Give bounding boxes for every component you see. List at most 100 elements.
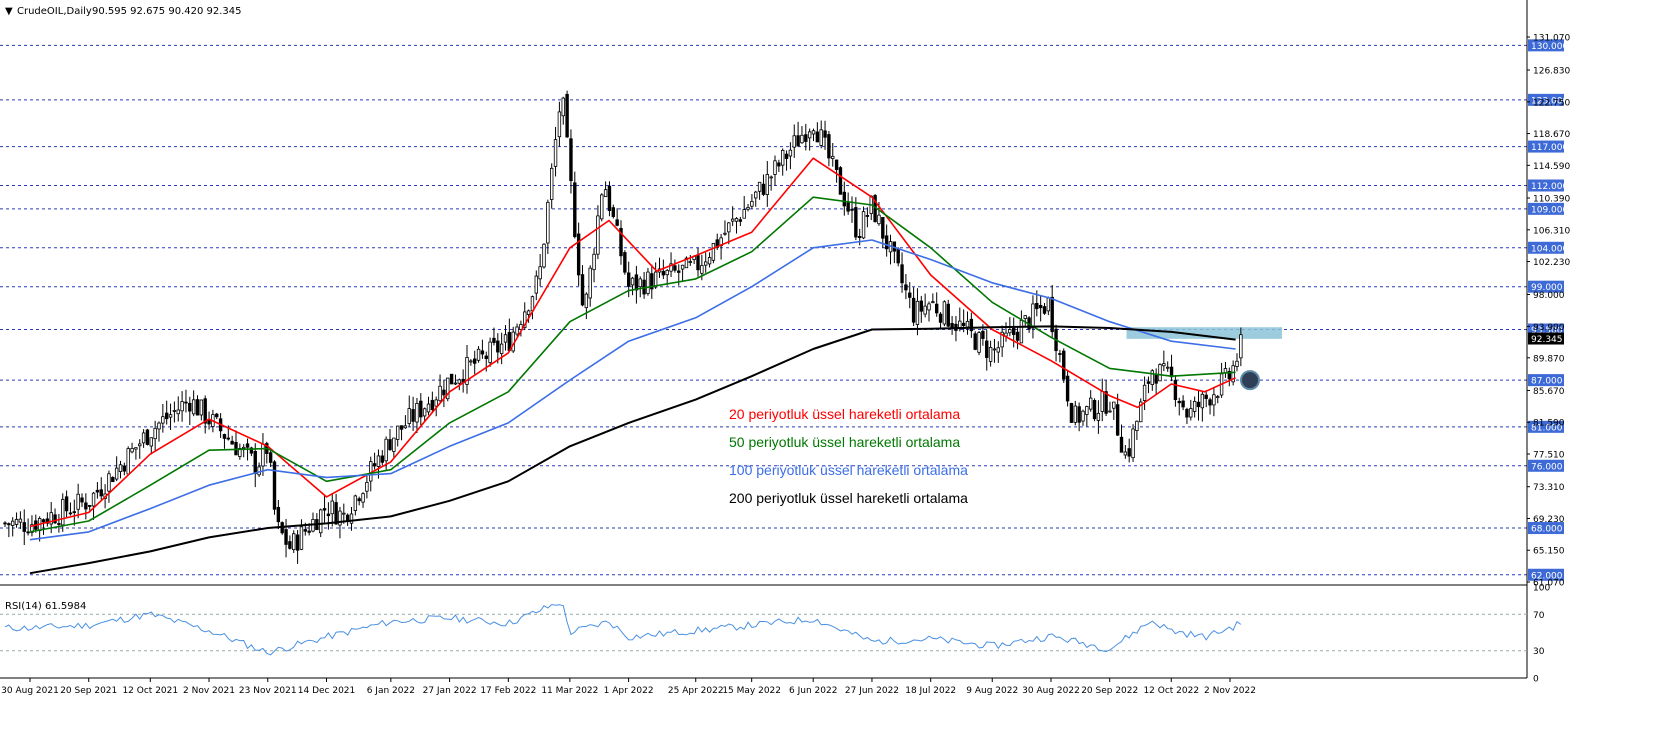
candle-body <box>973 333 977 350</box>
candle-body <box>550 167 554 200</box>
candle-body <box>773 160 777 175</box>
candle-body <box>484 355 488 360</box>
candle-body <box>1042 306 1047 314</box>
candle-body <box>303 529 307 532</box>
candle <box>107 470 111 503</box>
level-tag-label: 117.000 <box>1531 143 1568 153</box>
candle-body <box>91 492 96 507</box>
candle <box>596 205 600 260</box>
candle-body <box>965 320 970 328</box>
candle-body <box>1189 408 1193 418</box>
candle <box>515 323 519 337</box>
candle-body <box>838 167 843 195</box>
candle <box>619 220 623 265</box>
candle <box>742 196 746 219</box>
x-tick-label: 20 Sep 2021 <box>60 686 117 696</box>
candle-body <box>318 509 323 534</box>
x-tick-label: 25 Apr 2022 <box>668 686 724 696</box>
candle <box>946 299 950 328</box>
candle <box>195 395 200 416</box>
candle <box>1069 402 1074 423</box>
candle <box>600 193 604 222</box>
candle-body <box>927 303 931 311</box>
candle-body <box>230 440 234 445</box>
candle-body <box>53 514 57 524</box>
x-tick-label: 2 Nov 2021 <box>183 686 235 696</box>
candle-body <box>392 437 396 452</box>
candle-body <box>388 439 392 451</box>
candle-body <box>164 412 169 420</box>
candle-body <box>480 350 485 355</box>
candle-body <box>1115 404 1120 436</box>
candle <box>588 265 592 307</box>
candle <box>1065 370 1070 407</box>
candle-body <box>199 399 204 416</box>
candle <box>754 190 758 207</box>
candlesticks <box>3 90 1243 564</box>
dropdown-arrow-icon[interactable]: ▼ <box>5 6 13 17</box>
candle-body <box>288 541 292 549</box>
candle-body <box>95 489 100 493</box>
candle <box>858 228 862 246</box>
candle-body <box>1046 297 1051 312</box>
level-tag-label: 130.000 <box>1531 42 1568 52</box>
candle <box>292 530 296 554</box>
candle-body <box>1073 405 1077 423</box>
candle-body <box>61 499 65 526</box>
x-tick-label: 17 Feb 2022 <box>480 686 536 696</box>
candle <box>80 493 84 508</box>
candle-body <box>384 438 388 462</box>
candle-body <box>607 185 612 211</box>
candle-body <box>915 300 920 325</box>
candle <box>854 197 858 241</box>
candle <box>322 495 327 523</box>
candle <box>168 403 173 430</box>
candle <box>72 499 76 526</box>
ema100-line <box>29 239 1236 541</box>
candle-body <box>1154 373 1158 384</box>
candle-body <box>292 533 296 551</box>
candle-body <box>107 473 111 492</box>
candle <box>361 492 365 508</box>
candle-body <box>191 399 196 415</box>
candle <box>499 332 504 365</box>
candle <box>761 174 766 197</box>
candle <box>380 450 384 466</box>
candle <box>881 217 885 248</box>
candle <box>126 446 130 475</box>
candle-body <box>684 257 689 269</box>
level-tag <box>1528 459 1564 472</box>
candle <box>1185 407 1189 424</box>
candle <box>823 120 827 150</box>
candle-body <box>673 265 677 271</box>
candle-body <box>661 270 666 276</box>
candle <box>1108 401 1112 413</box>
candle <box>357 496 361 506</box>
candle-body <box>523 311 527 328</box>
candle-body <box>453 382 458 385</box>
candle-body <box>1131 428 1135 459</box>
candle-body <box>399 425 404 430</box>
candle-body <box>153 427 157 440</box>
candle-body <box>827 134 831 159</box>
candle <box>927 301 931 322</box>
candle-body <box>357 498 361 502</box>
candle-body <box>72 511 76 514</box>
candle-body <box>842 191 846 207</box>
highlight-circle <box>1239 370 1260 391</box>
y-tick-label: 77.510 <box>1533 451 1565 461</box>
candle <box>388 428 392 451</box>
candle-body <box>1081 410 1085 422</box>
candle <box>1042 302 1047 315</box>
candle-body <box>911 297 916 323</box>
candle <box>449 373 454 385</box>
candle <box>372 452 377 470</box>
candle-body <box>638 278 642 288</box>
candle <box>1135 420 1139 440</box>
candle-body <box>138 443 142 447</box>
candle-body <box>834 159 839 170</box>
x-tick-label: 12 Oct 2021 <box>122 686 178 696</box>
rsi-tick-label: 70 <box>1533 611 1545 621</box>
candle-body <box>503 334 508 343</box>
candle <box>164 400 169 425</box>
